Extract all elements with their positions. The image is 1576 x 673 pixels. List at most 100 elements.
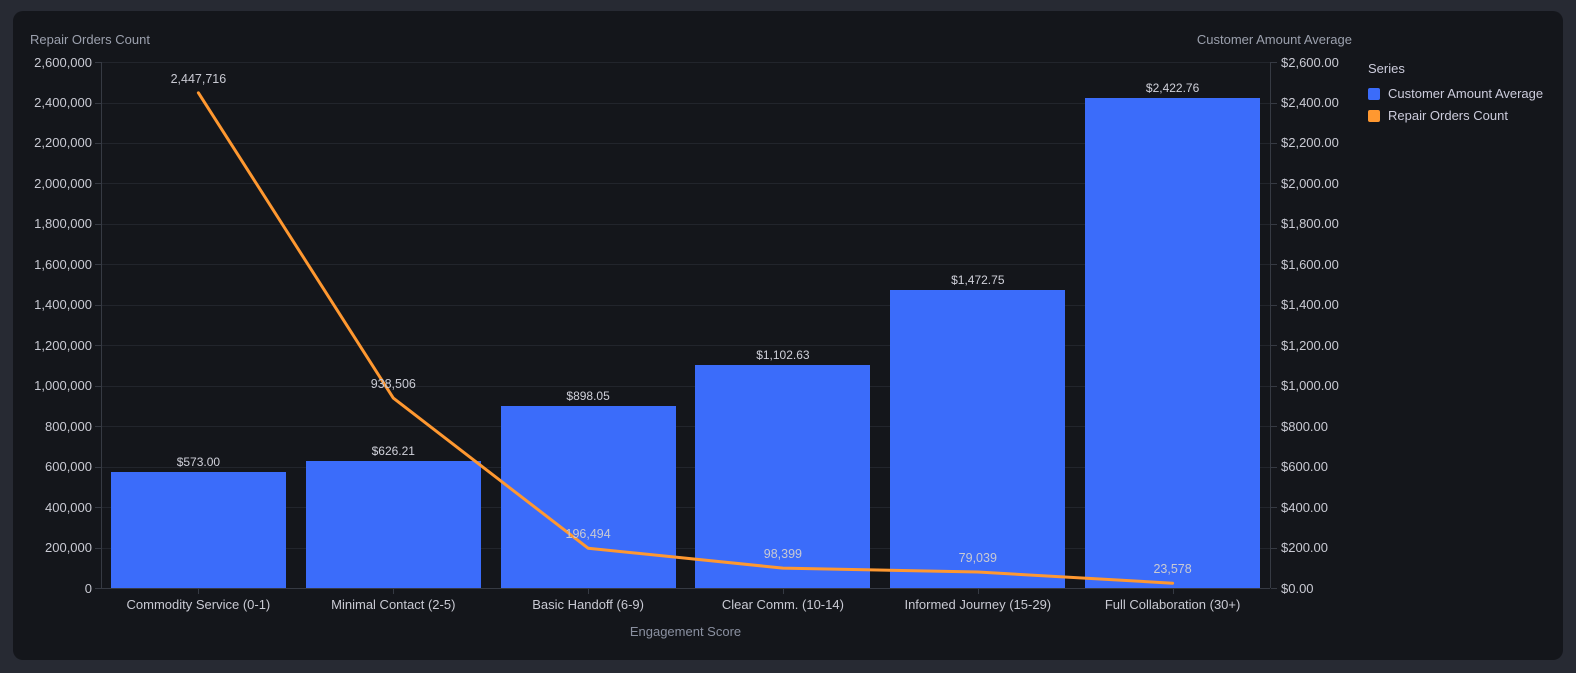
right-axis-tick: [1271, 588, 1277, 589]
bar-value-label: $626.21: [371, 444, 415, 459]
x-axis-tick-label: Minimal Contact (2-5): [331, 597, 456, 612]
left-axis-tick: [95, 62, 101, 63]
legend-item-label: Repair Orders Count: [1388, 108, 1508, 123]
legend-item-label: Customer Amount Average: [1388, 86, 1544, 101]
bar-value-label: $2,422.76: [1145, 80, 1200, 95]
right-axis-tick-label: $2,600.00: [1281, 54, 1339, 70]
left-axis-tick: [95, 183, 101, 185]
right-axis-tick-label: $1,200.00: [1281, 337, 1339, 353]
right-axis-tick: [1271, 507, 1277, 509]
right-axis-tick: [1271, 426, 1277, 428]
right-axis-tick-label: $0.00: [1281, 580, 1314, 596]
bar-5[interactable]: [890, 290, 1066, 588]
x-axis-tick: [782, 589, 784, 594]
x-axis-tick: [588, 589, 590, 594]
left-axis-tick: [95, 304, 101, 306]
left-axis-tick-label: 1,800,000: [34, 216, 92, 232]
left-axis-tick-label: 2,600,000: [34, 54, 92, 70]
bar-value-label: $1,472.75: [951, 273, 1005, 288]
right-axis-tick: [1271, 264, 1277, 266]
left-axis-tick-label: 1,200,000: [34, 337, 92, 353]
right-axis-title: Customer Amount Average: [1196, 32, 1352, 47]
left-axis-tick-label: 1,600,000: [34, 256, 92, 272]
right-axis-tick: [1271, 62, 1277, 63]
left-axis-tick: [95, 102, 101, 104]
left-axis-tick: [95, 223, 101, 225]
left-axis-tick: [95, 264, 101, 266]
gridline: [101, 62, 1270, 63]
legend-item-repair-orders-count[interactable]: Repair Orders Count: [1368, 108, 1568, 123]
right-axis-tick: [1271, 183, 1277, 185]
left-axis-tick: [95, 466, 101, 468]
right-axis-tick-label: $1,400.00: [1281, 297, 1339, 313]
bar-value-label: $573.00: [176, 455, 221, 470]
right-axis-tick-label: $800.00: [1281, 418, 1328, 434]
line-value-label: 2,447,716: [170, 71, 227, 86]
left-axis-tick: [95, 588, 101, 589]
right-axis-tick: [1271, 223, 1277, 225]
line-value-label: 79,039: [958, 551, 997, 565]
line-value-label: 196,494: [565, 527, 611, 542]
left-axis-tick: [95, 507, 101, 509]
bar-value-label: $898.05: [566, 389, 610, 404]
left-axis-tick-label: 0: [84, 580, 92, 596]
left-axis-tick-label: 2,000,000: [34, 175, 92, 191]
left-axis-tick: [95, 385, 101, 387]
right-axis-tick-label: $1,800.00: [1281, 216, 1339, 232]
left-axis-tick: [95, 142, 101, 144]
line-value-label: 98,399: [763, 547, 803, 562]
left-axis-title: Repair Orders Count: [30, 32, 150, 47]
bar-6[interactable]: [1085, 97, 1261, 588]
legend-swatch-icon: [1368, 109, 1380, 122]
x-axis-line: [101, 588, 1270, 589]
right-axis-tick: [1271, 345, 1277, 347]
x-axis-tick-label: Full Collaboration (30+): [1104, 597, 1241, 612]
x-axis-tick: [1172, 589, 1174, 594]
bar-2[interactable]: [305, 461, 481, 588]
left-axis-tick: [95, 345, 101, 347]
right-axis-tick-label: $400.00: [1281, 499, 1328, 515]
bar-3[interactable]: [500, 406, 676, 588]
x-axis-tick-label: Commodity Service (0-1): [126, 597, 271, 612]
x-axis-tick: [977, 589, 979, 594]
right-axis-tick: [1271, 547, 1277, 549]
left-axis-tick-label: 400,000: [45, 499, 92, 515]
line-value-label: 938,506: [370, 377, 416, 392]
x-axis-tick: [198, 589, 200, 594]
right-axis-tick-label: $2,200.00: [1281, 135, 1339, 151]
x-axis-tick-label: Informed Journey (15-29): [904, 597, 1052, 612]
line-value-label: 23,578: [1153, 562, 1192, 577]
x-axis-tick: [393, 589, 395, 594]
left-axis-tick-label: 1,400,000: [34, 297, 92, 313]
bar-1[interactable]: [110, 472, 286, 588]
left-axis-tick-label: 800,000: [45, 418, 92, 434]
right-axis-tick: [1271, 304, 1277, 306]
legend-title: Series: [1368, 61, 1405, 76]
right-axis-tick: [1271, 466, 1277, 468]
right-axis-tick-label: $1,600.00: [1281, 256, 1339, 272]
right-axis-tick: [1271, 142, 1277, 144]
right-axis-tick-label: $200.00: [1281, 540, 1328, 555]
legend-item-customer-amount-average[interactable]: Customer Amount Average: [1368, 86, 1568, 101]
legend-swatch-icon: [1368, 87, 1380, 100]
left-axis-line: [101, 62, 102, 588]
left-axis-tick: [95, 426, 101, 428]
left-axis-tick-label: 2,200,000: [34, 135, 92, 151]
left-axis-tick-label: 200,000: [45, 540, 92, 555]
x-axis-tick-label: Clear Comm. (10-14): [721, 597, 844, 612]
right-axis-tick-label: $600.00: [1281, 459, 1328, 475]
bar-value-label: $1,102.63: [756, 347, 810, 362]
left-axis-tick-label: 2,400,000: [34, 95, 92, 110]
left-axis-tick-label: 1,000,000: [34, 378, 92, 394]
right-axis-tick-label: $2,000.00: [1281, 175, 1339, 191]
x-axis-tick-label: Basic Handoff (6-9): [532, 597, 644, 612]
left-axis-tick: [95, 547, 101, 549]
right-axis-line: [1270, 62, 1271, 588]
legend: Series Customer Amount Average Repair Ord…: [1368, 61, 1568, 130]
right-axis-tick: [1271, 385, 1277, 387]
x-axis-title: Engagement Score: [629, 624, 742, 639]
right-axis-tick: [1271, 102, 1277, 104]
right-axis-tick-label: $2,400.00: [1281, 95, 1339, 110]
